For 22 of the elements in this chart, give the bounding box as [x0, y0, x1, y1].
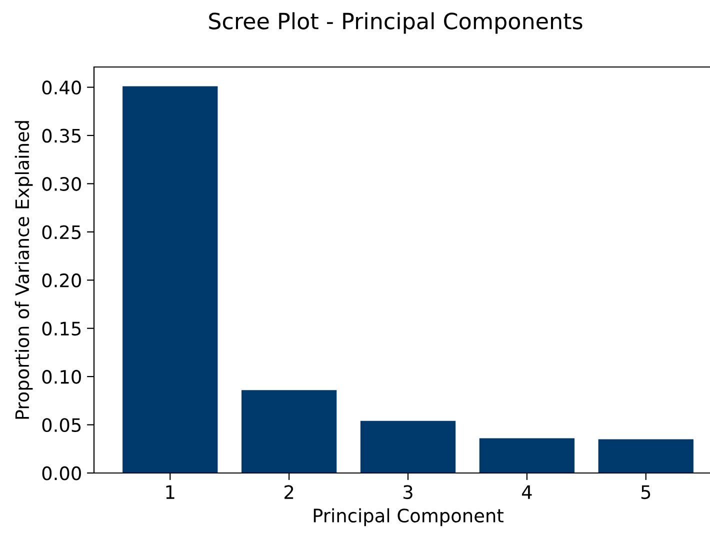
y-tick-label: 0.10 [42, 370, 81, 384]
y-tick-label: 0.30 [42, 176, 81, 191]
y-tick-label: 0.20 [42, 273, 81, 288]
y-tick-label: 0.15 [42, 322, 81, 336]
bar [360, 420, 456, 473]
x-tick-label: 5 [641, 485, 650, 500]
bar [122, 86, 218, 473]
x-tick-label: 4 [522, 485, 532, 499]
bar [241, 390, 337, 473]
y-tick-label: 0.35 [42, 128, 81, 143]
x-tick-label: 2 [284, 485, 294, 499]
y-tick-label: 0.40 [42, 80, 81, 95]
x-tick-label: 1 [166, 485, 174, 499]
y-tick-label: 0.05 [42, 418, 81, 432]
y-tick-label: 0.25 [42, 225, 81, 240]
bar [598, 439, 694, 473]
y-tick-label: 0.00 [42, 466, 81, 480]
x-axis-title: Principal Component [314, 508, 504, 526]
bar [479, 438, 575, 473]
x-tick-label: 3 [404, 485, 412, 500]
y-axis-title: Proportion of Variance Explained [14, 121, 33, 419]
chart-title: Scree Plot - Principal Components [209, 12, 582, 34]
